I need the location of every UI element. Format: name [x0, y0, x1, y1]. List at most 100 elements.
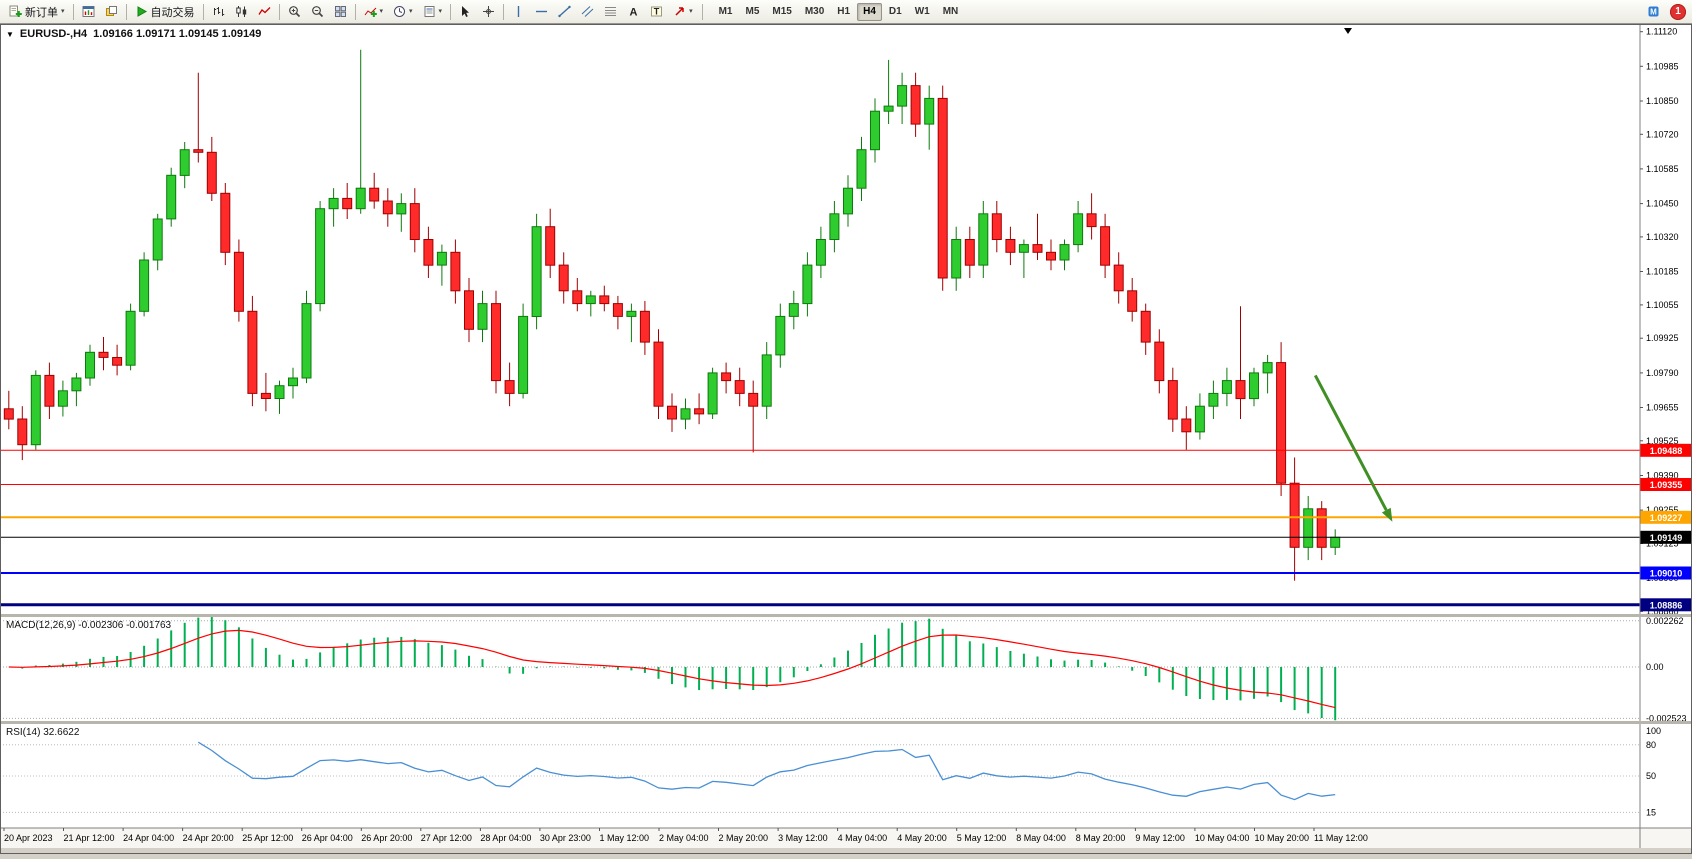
- svg-text:A: A: [630, 7, 638, 19]
- svg-text:25 Apr 12:00: 25 Apr 12:00: [242, 833, 293, 843]
- timeframe-m15-button[interactable]: M15: [772, 5, 792, 17]
- chart-window[interactable]: 1.11120 1.10985 1.10850 1.10720 1.10585 1.104…: [0, 24, 1692, 854]
- toolbar-separator: [701, 3, 703, 20]
- svg-text:15: 15: [1646, 807, 1656, 817]
- timeframe-bar: M1 M5 M15 M30 H1 H4 D1 W1 MN: [713, 2, 965, 21]
- svg-text:28 Apr 04:00: 28 Apr 04:00: [480, 833, 531, 843]
- svg-text:26 Apr 04:00: 26 Apr 04:00: [302, 833, 353, 843]
- svg-text:1.10850: 1.10850: [1646, 96, 1679, 106]
- svg-text:1.10985: 1.10985: [1646, 61, 1679, 71]
- zoom-out-icon: [311, 6, 323, 18]
- svg-text:1.09525: 1.09525: [1646, 436, 1679, 446]
- svg-text:10 May 04:00: 10 May 04:00: [1195, 833, 1250, 843]
- chart-shift-marker[interactable]: [1344, 28, 1352, 34]
- svg-text:27 Apr 12:00: 27 Apr 12:00: [421, 833, 472, 843]
- new-order-label: 新订单: [25, 6, 58, 19]
- chart-candles-button[interactable]: [230, 0, 253, 23]
- timeframe-h4-button[interactable]: H4: [857, 2, 882, 21]
- community-button[interactable]: M: [1642, 0, 1665, 23]
- svg-text:1.09227: 1.09227: [1650, 513, 1683, 523]
- timeframe-m1-button[interactable]: M1: [718, 5, 733, 17]
- chart-ohlc-values: 1.09166 1.09171 1.09145 1.09149: [93, 28, 262, 40]
- price-axis[interactable]: [1640, 24, 1692, 828]
- chart-line-button[interactable]: [253, 0, 276, 23]
- zoom-in-button[interactable]: [283, 0, 306, 23]
- toolbar-right: M 1: [1642, 0, 1688, 23]
- zoom-out-button[interactable]: [306, 0, 329, 23]
- trendline-icon: [558, 5, 571, 18]
- macd-signal-line: [8, 629, 1336, 709]
- templates-button[interactable]: ▾: [418, 0, 448, 23]
- svg-text:30 Apr 23:00: 30 Apr 23:00: [540, 833, 591, 843]
- charts-window-button[interactable]: [77, 0, 100, 23]
- svg-text:3 May 12:00: 3 May 12:00: [778, 833, 828, 843]
- play-icon: [137, 6, 147, 17]
- dropdown-caret-icon[interactable]: ▾: [379, 8, 384, 15]
- timeframe-h1-button[interactable]: H1: [837, 5, 851, 17]
- dropdown-caret-icon[interactable]: ▾: [61, 8, 65, 15]
- arrow-obj-icon: [675, 7, 684, 16]
- arrows-button[interactable]: ▾: [668, 0, 698, 23]
- timeframe-m30-button[interactable]: M30: [804, 5, 825, 17]
- text-button[interactable]: A: [622, 0, 645, 23]
- hline-icon: [536, 10, 548, 13]
- svg-text:1.09355: 1.09355: [1650, 480, 1683, 490]
- svg-text:4 May 04:00: 4 May 04:00: [838, 833, 888, 843]
- zoom-in-icon: [288, 6, 300, 18]
- chart-canvas[interactable]: 1.11120 1.10985 1.10850 1.10720 1.10585 1.104…: [0, 24, 1692, 854]
- cursor-button[interactable]: [454, 0, 477, 23]
- svg-text:21 Apr 12:00: 21 Apr 12:00: [64, 833, 115, 843]
- periods-button[interactable]: ▾: [388, 0, 418, 23]
- svg-text:20 Apr 2023: 20 Apr 2023: [4, 833, 53, 843]
- text-a-icon: A: [630, 7, 638, 19]
- svg-text:1.11120: 1.11120: [1646, 27, 1677, 37]
- price-chart-svg[interactable]: 1.11120 1.10985 1.10850 1.10720 1.10585 1.104…: [0, 24, 1692, 854]
- svg-text:0.00: 0.00: [1646, 662, 1664, 672]
- macd-label: MACD(12,26,9) -0.002306 -0.001763: [6, 620, 172, 631]
- trendline-button[interactable]: [553, 0, 576, 23]
- svg-text:9 May 12:00: 9 May 12:00: [1135, 833, 1185, 843]
- equidistant-channel-button[interactable]: [576, 0, 599, 23]
- svg-text:4 May 20:00: 4 May 20:00: [897, 833, 947, 843]
- horizontal-line-button[interactable]: [530, 0, 553, 23]
- dropdown-caret-icon[interactable]: ▾: [409, 8, 413, 15]
- layers-icon: [105, 6, 117, 16]
- svg-text:1.10450: 1.10450: [1646, 199, 1679, 209]
- chart-menu-caret-icon[interactable]: ▼: [6, 29, 14, 39]
- toolbar-separator: [503, 3, 505, 20]
- pane-splitter[interactable]: [0, 614, 1692, 617]
- auto-trading-button[interactable]: 自动交易: [130, 0, 200, 23]
- svg-text:1.08886: 1.08886: [1650, 600, 1683, 610]
- chart-bars-button[interactable]: [207, 0, 230, 23]
- fibonacci-button[interactable]: [599, 0, 622, 23]
- svg-text:-0.002523: -0.002523: [1646, 713, 1687, 723]
- toolbar-separator: [354, 3, 356, 20]
- tile-windows-button[interactable]: [329, 0, 352, 23]
- svg-text:M: M: [1650, 8, 1657, 17]
- svg-text:50: 50: [1646, 771, 1656, 781]
- candles-icon: [235, 6, 246, 17]
- new-order-button[interactable]: 新订单 ▾: [4, 0, 70, 23]
- vertical-line-button[interactable]: [507, 0, 530, 23]
- profiles-button[interactable]: [100, 0, 123, 23]
- svg-text:80: 80: [1646, 740, 1656, 750]
- auto-trading-label: 自动交易: [150, 6, 195, 19]
- timeframe-d1-button[interactable]: D1: [888, 5, 902, 17]
- dropdown-caret-icon[interactable]: ▾: [438, 8, 443, 15]
- main-toolbar: 新订单 ▾ 自动交易 ▾ ▾ ▾ A T ▾ M1 M5 M15 M30 H1 H4 D1 W1 MN M 1: [0, 0, 1692, 24]
- svg-text:1.10585: 1.10585: [1646, 164, 1679, 174]
- crosshair-button[interactable]: [477, 0, 500, 23]
- svg-text:5 May 12:00: 5 May 12:00: [957, 833, 1007, 843]
- trend-arrow-annotation[interactable]: [1313, 374, 1393, 522]
- timeframe-m5-button[interactable]: M5: [745, 5, 760, 17]
- pane-splitter[interactable]: [0, 721, 1692, 724]
- indicators-button[interactable]: ▾: [359, 0, 389, 23]
- notifications-badge[interactable]: 1: [1670, 3, 1686, 20]
- svg-text:1.09488: 1.09488: [1650, 446, 1683, 456]
- text-label-button[interactable]: T: [645, 0, 668, 23]
- timeframe-mn-button[interactable]: MN: [942, 5, 959, 17]
- svg-text:8 May 20:00: 8 May 20:00: [1076, 833, 1126, 843]
- timeframe-w1-button[interactable]: W1: [914, 5, 930, 17]
- crosshair-icon: [483, 6, 495, 17]
- dropdown-caret-icon[interactable]: ▾: [689, 8, 693, 15]
